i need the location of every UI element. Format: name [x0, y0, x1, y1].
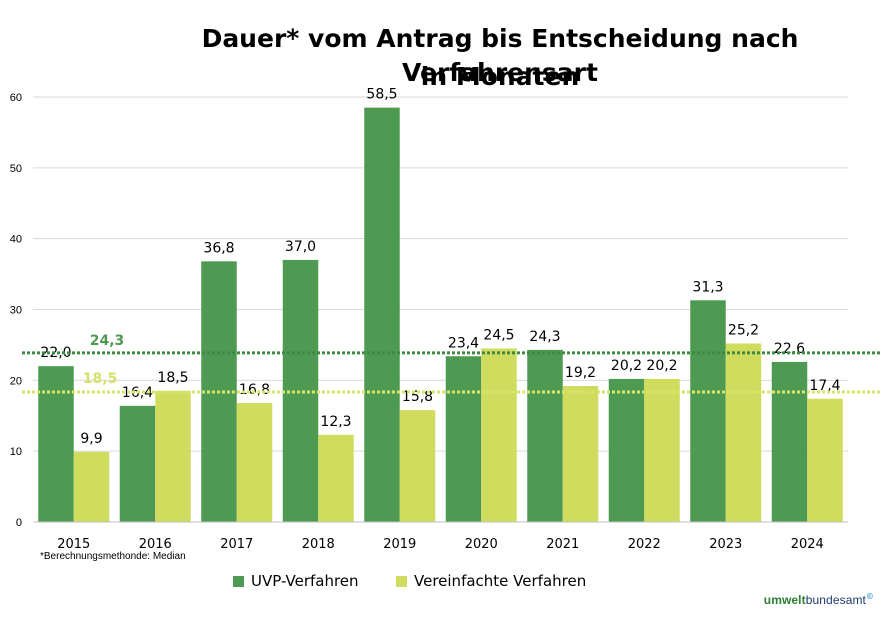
data-label-vereinfacht-2018: 12,3: [320, 414, 351, 430]
y-tick-label-60: 60: [10, 92, 22, 104]
y-tick-label-50: 50: [10, 163, 22, 175]
logo-mark-icon: ©: [867, 592, 873, 601]
data-label-vereinfacht-2020: 24,5: [483, 327, 514, 343]
data-label-uvp-2019: 58,5: [366, 87, 397, 103]
x-tick-label-2019: 2019: [383, 537, 416, 552]
y-tick-label-40: 40: [10, 234, 22, 246]
bar-uvp-2020: [445, 356, 482, 522]
data-label-vereinfacht-2022: 20,2: [646, 358, 677, 374]
legend-swatch-uvp: [233, 575, 244, 587]
logo-text-part2: bundesamt: [805, 593, 866, 607]
bar-vereinfacht-2019: [399, 410, 436, 522]
bar-uvp-2023: [690, 300, 726, 522]
bar-vereinfacht-2015: [73, 451, 110, 522]
bar-uvp-2021: [527, 349, 563, 522]
bar-vereinfacht-2018: [318, 434, 354, 522]
bar-vereinfacht-2020: [481, 348, 517, 522]
bar-vereinfacht-2021: [562, 386, 599, 522]
bar-vereinfacht-2024: [807, 398, 843, 522]
x-tick-label-2021: 2021: [546, 537, 579, 552]
bar-vereinfacht-2017: [236, 403, 273, 522]
x-tick-label-2023: 2023: [709, 537, 742, 552]
bar-uvp-2024: [771, 361, 808, 522]
legend-item-uvp: UVP-Verfahren: [233, 572, 359, 590]
bar-uvp-2016: [119, 405, 156, 522]
bar-uvp-2015: [38, 366, 74, 522]
umweltbundesamt-logo: umweltbundesamt©: [764, 592, 873, 607]
y-tick-label-20: 20: [10, 375, 22, 387]
chart-title-line-1: Dauer* vom Antrag bis Entscheidung nach …: [201, 24, 799, 87]
data-label-uvp-2023: 31,3: [692, 279, 723, 295]
bar-uvp-2022: [608, 378, 645, 522]
legend-label-uvp: UVP-Verfahren: [251, 572, 359, 590]
data-label-vereinfacht-2024: 17,4: [809, 378, 840, 394]
bar-vereinfacht-2016: [155, 390, 191, 522]
legend-item-vereinfacht: Vereinfachte Verfahren: [396, 572, 586, 590]
x-tick-label-2022: 2022: [628, 537, 661, 552]
footnote: *Berechnungsmethonde: Median: [40, 551, 186, 562]
x-tick-label-2017: 2017: [220, 537, 253, 552]
bar-uvp-2019: [364, 107, 400, 522]
data-label-vereinfacht-2015: 9,9: [80, 431, 102, 447]
data-label-vereinfacht-2021: 19,2: [565, 365, 596, 381]
bar-vereinfacht-2022: [644, 378, 680, 522]
data-label-uvp-2024: 22,6: [774, 341, 805, 357]
data-label-uvp-2021: 24,3: [529, 329, 560, 345]
y-tick-label-0: 0: [16, 517, 22, 529]
x-tick-label-2015: 2015: [57, 537, 90, 552]
bar-vereinfacht-2023: [725, 343, 762, 522]
avg-label-uvp: 24,3: [90, 333, 125, 349]
y-tick-label-10: 10: [10, 446, 22, 458]
data-label-vereinfacht-2017: 16,8: [239, 382, 270, 398]
data-label-vereinfacht-2023: 25,2: [728, 323, 759, 339]
data-label-vereinfacht-2016: 18,5: [157, 370, 188, 386]
x-tick-label-2020: 2020: [465, 537, 498, 552]
legend-swatch-vereinfacht: [396, 575, 407, 587]
logo-text-part1: umwelt: [763, 593, 806, 607]
x-tick-label-2016: 2016: [139, 537, 172, 552]
data-label-uvp-2022: 20,2: [611, 358, 642, 374]
x-tick-label-2018: 2018: [302, 537, 335, 552]
avg-label-vereinfacht: 18,5: [83, 371, 118, 387]
legend-label-vereinfacht: Vereinfachte Verfahren: [414, 572, 587, 590]
data-label-uvp-2017: 36,8: [203, 240, 234, 256]
data-label-uvp-2015: 22,0: [40, 345, 71, 361]
x-tick-label-2024: 2024: [791, 537, 824, 552]
y-tick-label-30: 30: [10, 305, 22, 317]
data-label-uvp-2018: 37,0: [285, 239, 316, 255]
chart-title-line-2: in Monaten: [420, 62, 580, 91]
data-label-uvp-2020: 23,4: [448, 335, 479, 351]
